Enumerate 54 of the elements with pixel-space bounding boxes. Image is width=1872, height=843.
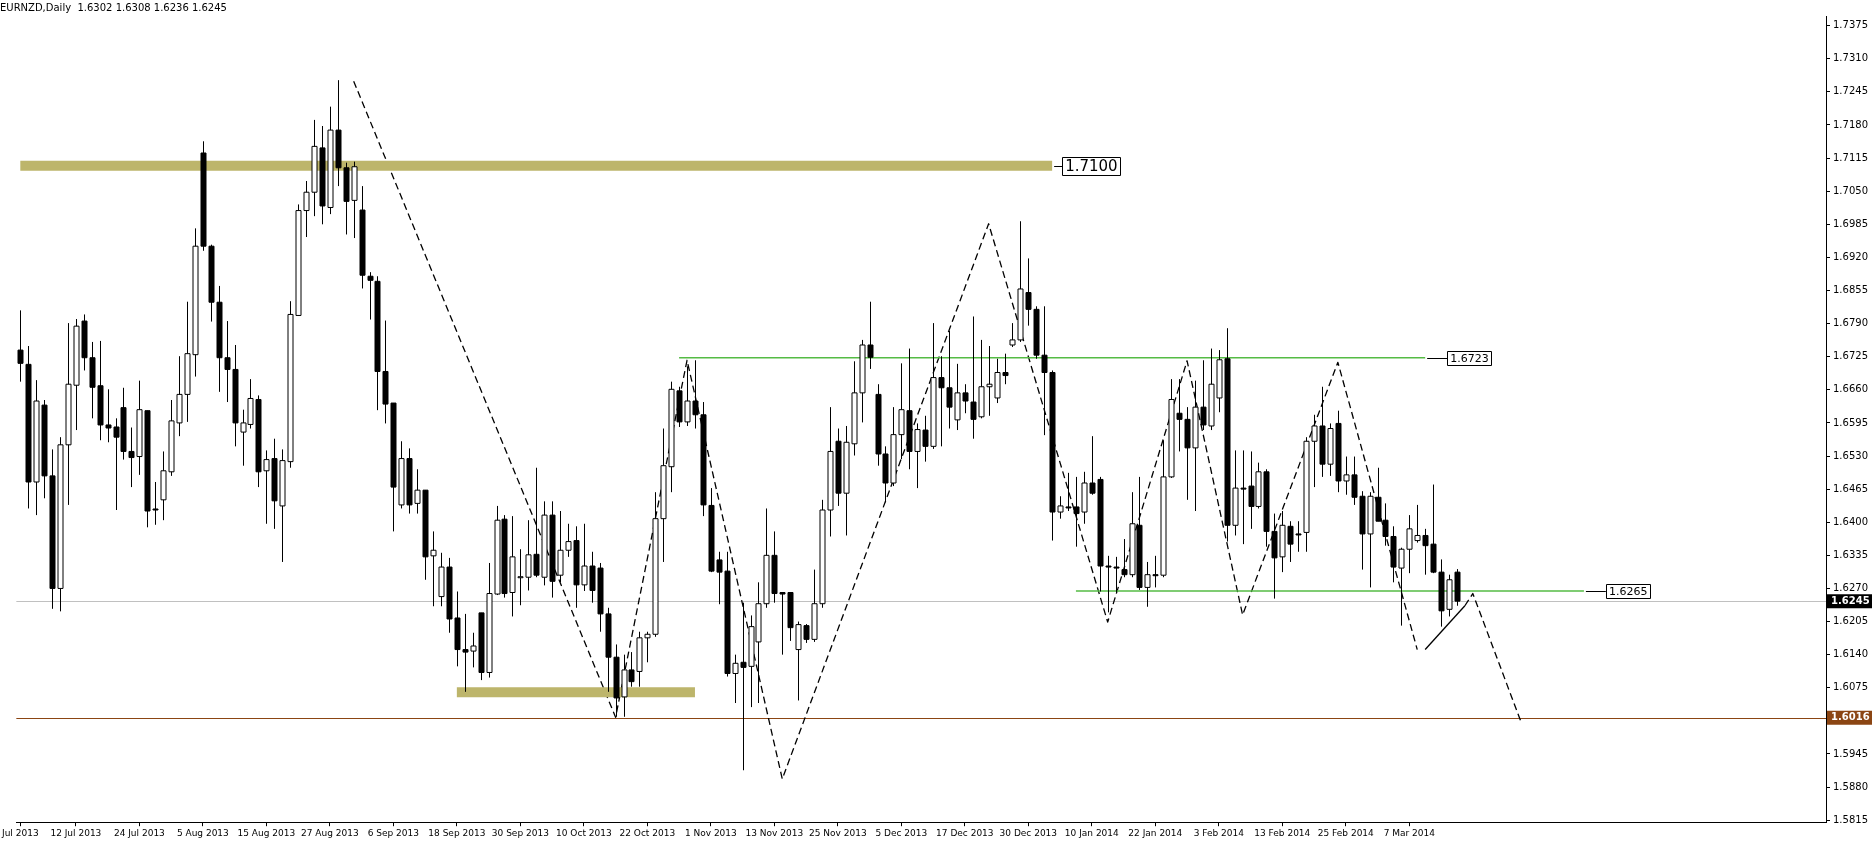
x-tick-label: 5 Dec 2013: [875, 827, 928, 838]
y-tick-label: 1.5815: [1833, 813, 1868, 825]
x-tick-label: 17 Dec 2013: [936, 827, 994, 838]
y-tick-label: 1.6075: [1833, 681, 1868, 693]
y-tick-label: 1.5880: [1833, 780, 1868, 792]
y-tick-label: 1.7375: [1833, 19, 1868, 31]
x-tick-label: 24 Jul 2013: [113, 827, 165, 838]
y-tick-label: 1.6790: [1833, 317, 1868, 329]
y-tick-label: 1.6465: [1833, 482, 1868, 494]
series-label: 1.7100: [1065, 156, 1118, 175]
y-tick-label: 1.7180: [1833, 118, 1868, 130]
ref-line-label: 1.6016: [1831, 711, 1870, 723]
y-tick-label: 1.6140: [1833, 648, 1868, 660]
y-tick-label: 1.6985: [1833, 217, 1868, 229]
y-tick-label: 1.7050: [1833, 184, 1868, 196]
x-tick-label: 3 Feb 2014: [1193, 827, 1245, 838]
text: 1.6723: [1450, 351, 1489, 365]
x-tick-label: 13 Feb 2014: [1254, 827, 1311, 838]
y-tick-label: 1.7245: [1833, 85, 1868, 97]
y-tick-label: 1.6660: [1833, 383, 1868, 395]
ref-line-label: 1.6245: [1831, 594, 1870, 606]
line-series: [353, 80, 1418, 780]
y-tick-label: 1.7310: [1833, 52, 1868, 64]
x-tick-label: 13 Nov 2013: [745, 827, 804, 838]
x-tick-label: 25 Feb 2014: [1317, 827, 1375, 838]
x-tick-label: 1 Nov 2013: [684, 827, 737, 838]
y-tick-label: 1.6270: [1833, 582, 1868, 594]
x-tick-label: 22 Jan 2014: [1128, 827, 1183, 838]
x-tick-label: 30 Dec 2013: [999, 827, 1058, 838]
y-tick-label: 1.6335: [1833, 548, 1868, 560]
y-tick-label: 1.5945: [1833, 747, 1868, 759]
x-tick-label: 27 Aug 2013: [301, 827, 359, 838]
x-tick-label: 18 Sep 2013: [428, 827, 486, 838]
x-tick-label: 25 Nov 2013: [809, 827, 867, 838]
x-tick-label: 5 Aug 2013: [176, 827, 229, 838]
y-tick-label: 1.6920: [1833, 251, 1868, 262]
x-tick-label: 10 Jan 2014: [1064, 827, 1120, 838]
y-tick-label: 1.6400: [1833, 515, 1868, 527]
y-tick-label: 1.6530: [1833, 449, 1868, 461]
y-tick-label: 1.6725: [1833, 350, 1868, 362]
chart-title: EURNZD,Daily 1.6302 1.6308 1.6236 1.6245: [0, 1, 227, 13]
y-tick-label: 1.6595: [1833, 416, 1868, 428]
y-tick-label: 1.6205: [1833, 615, 1868, 627]
x-tick-label: 15 Aug 2013: [237, 827, 296, 838]
x-tick-label: 10 Oct 2013: [556, 827, 612, 838]
y-tick-label: 1.6855: [1833, 284, 1868, 296]
x-tick-label: 12 Jul 2013: [50, 827, 102, 838]
x-tick-label: 7 Mar 2014: [1383, 827, 1436, 838]
x-tick-label: 30 Sep 2013: [491, 827, 549, 838]
x-tick-label: 22 Oct 2013: [619, 827, 676, 838]
y-tick-label: 1.7115: [1833, 151, 1868, 163]
x-tick-label: Jul 2013: [1, 827, 39, 838]
text: 1.6265: [1608, 584, 1648, 598]
x-tick-label: 6 Sep 2013: [367, 827, 420, 838]
